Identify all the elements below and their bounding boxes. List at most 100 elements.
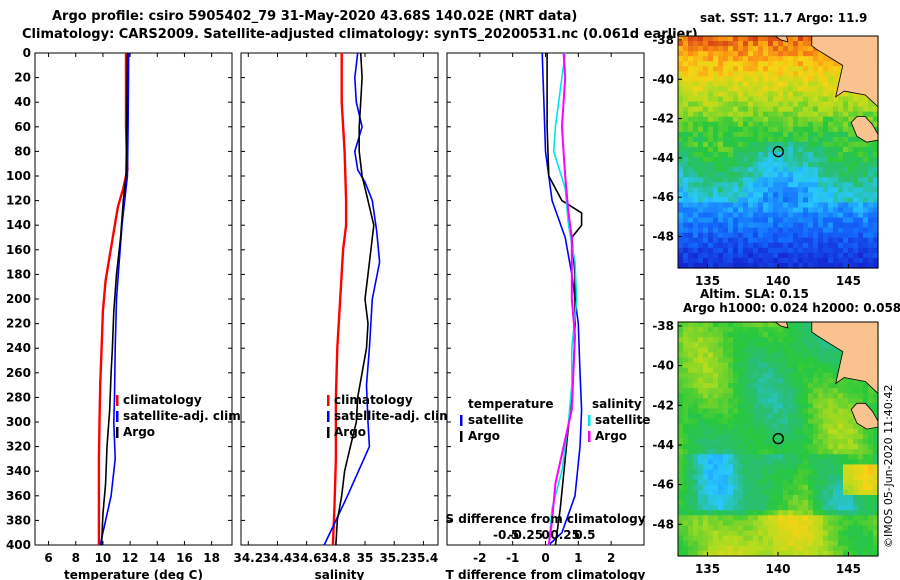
sst-map-cell (793, 131, 799, 138)
sst-map-cell (753, 197, 759, 204)
sst-map-cell (778, 197, 784, 204)
sst-map-cell (693, 222, 699, 229)
sla-map-cell (678, 439, 684, 445)
sla-map-cell (713, 439, 719, 445)
sla-map-cell (828, 449, 834, 455)
sst-map-cell (693, 227, 699, 234)
sla-map-cell (788, 454, 794, 460)
depth-tick-label: 60 (14, 120, 31, 134)
sst-map-cell (863, 141, 869, 148)
sla-map-cell (688, 428, 694, 435)
sst-map-cell (768, 116, 774, 123)
sla-map-cell (848, 423, 854, 430)
sla-map-cell (778, 372, 784, 379)
sst-map-cell (778, 232, 784, 239)
sst-map-cell (773, 46, 779, 52)
sla-map-cell (803, 337, 809, 343)
sla-map-cell (728, 494, 734, 501)
sst-map-cell (758, 136, 764, 143)
sst-map-cell (718, 71, 724, 77)
sst-map-cell (823, 96, 829, 103)
sst-map-cell (778, 162, 784, 168)
sst-map-cell (773, 96, 779, 103)
depth-tick-label: 160 (6, 243, 31, 257)
sst-map-cell (813, 192, 819, 198)
salinity-legend-label: climatology (334, 393, 413, 407)
sla-map-cell (753, 322, 759, 328)
sla-map-cell (873, 408, 879, 415)
sla-map-cell (813, 545, 819, 552)
sla-map-cell (718, 327, 724, 333)
sla-map-cell (723, 332, 729, 338)
sla-map-cell (778, 515, 784, 521)
sla-map-cell (833, 413, 839, 420)
sla-map-cell (758, 428, 764, 435)
sla-map-cell (838, 530, 844, 537)
sla-map-cell (798, 367, 804, 374)
sst-map-cell (693, 81, 699, 88)
sla-map-cell (793, 388, 799, 394)
sla-map-ytick-label: -38 (652, 319, 674, 333)
sla-map-cell (748, 372, 754, 379)
sst-map-cell (838, 152, 844, 158)
sst-map-cell (823, 167, 829, 173)
sst-map-cell (688, 247, 694, 254)
sst-map-cell (693, 96, 699, 103)
sla-map-cell (733, 454, 739, 460)
sst-map-cell (818, 126, 824, 133)
sla-map-cell (818, 423, 824, 430)
sst-map-cell (823, 192, 829, 198)
sla-map-cell (823, 398, 829, 404)
sst-map-cell (708, 192, 714, 198)
sla-map-cell (828, 484, 834, 491)
sst-map-cell (798, 96, 804, 103)
sla-map-cell (723, 550, 729, 557)
sst-map-cell (828, 177, 834, 183)
sst-map-cell (733, 192, 739, 198)
sst-map-cell (863, 146, 869, 153)
sst-map-cell (678, 192, 684, 198)
sst-map-cell (703, 217, 709, 224)
sst-map-cell (783, 232, 789, 239)
sst-map-cell (693, 262, 699, 269)
sst-map-cell (758, 237, 764, 244)
sla-map-cell (873, 398, 879, 404)
sst-map-cell (783, 242, 789, 249)
sst-map-cell (793, 121, 799, 128)
sst-map-cell (828, 106, 834, 113)
sst-map-cell (768, 76, 774, 82)
sst-map-cell (778, 106, 784, 113)
sla-map-cell (778, 520, 784, 527)
sst-map-cell (828, 86, 834, 93)
sla-map-cell (788, 408, 794, 415)
sla-map-cell (723, 322, 729, 328)
sst-map-cell (728, 192, 734, 198)
sla-map-cell (683, 474, 689, 481)
sst-map-cell (863, 232, 869, 239)
sla-map-cell (728, 423, 734, 430)
sst-map-cell (703, 116, 709, 123)
sla-map-cell (838, 423, 844, 430)
sst-map-cell (723, 66, 729, 72)
sst-map-cell (678, 136, 684, 143)
sla-map-cell (773, 530, 779, 537)
sla-map-cell (678, 500, 684, 506)
sst-map-cell (763, 262, 769, 269)
sst-map-cell (733, 212, 739, 219)
sst-map-cell (698, 202, 704, 209)
sst-map-cell (683, 162, 689, 168)
temperature-frame (34, 52, 233, 546)
sla-map-cell (723, 540, 729, 547)
sst-map-cell (763, 71, 769, 77)
sst-map-cell (713, 36, 719, 42)
sst-map-cell (863, 237, 869, 244)
sla-map-cell (848, 479, 854, 486)
sst-map-cell (738, 187, 744, 193)
sst-map-cell (853, 187, 859, 193)
sst-map-cell (768, 222, 774, 229)
sst-map-cell (698, 257, 704, 264)
sst-map-cell (708, 106, 714, 113)
sla-map-cell (763, 403, 769, 410)
sst-map-cell (728, 162, 734, 168)
sst-map-cell (708, 61, 714, 67)
